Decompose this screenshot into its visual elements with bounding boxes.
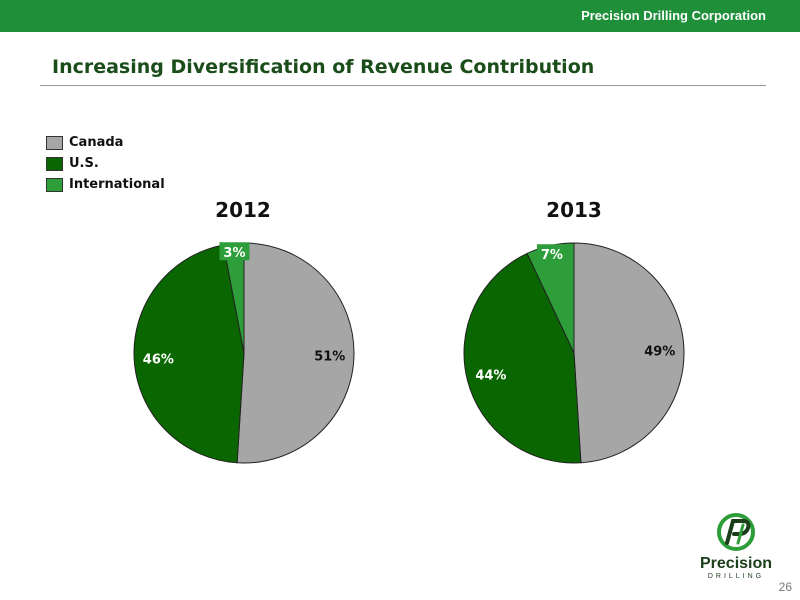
header-bar: Precision Drilling Corporation bbox=[0, 0, 800, 32]
data-label-2013-international: 7% bbox=[541, 248, 563, 263]
pd-logo-icon bbox=[717, 513, 755, 551]
chart-legend: Canada U.S. International bbox=[46, 132, 165, 195]
data-label-2013-us: 44% bbox=[475, 368, 506, 383]
data-label-2012-international: 3% bbox=[223, 246, 245, 261]
pie-slice-2012-canada bbox=[236, 242, 355, 464]
legend-swatch-international bbox=[46, 177, 63, 192]
legend-label: U.S. bbox=[69, 156, 99, 171]
company-logo: Precision DRILLING bbox=[700, 512, 772, 580]
pie-slice-2013-canada bbox=[573, 242, 685, 464]
data-label-2012-canada: 51% bbox=[314, 350, 345, 365]
page-title: Increasing Diversification of Revenue Co… bbox=[52, 56, 595, 78]
legend-item-us: U.S. bbox=[46, 153, 165, 174]
company-name: Precision Drilling Corporation bbox=[581, 8, 766, 23]
legend-item-canada: Canada bbox=[46, 132, 165, 153]
chart-title-2012: 2012 bbox=[215, 198, 271, 222]
logo-subtext: DRILLING bbox=[707, 573, 765, 580]
legend-swatch-canada bbox=[46, 135, 63, 150]
legend-label: International bbox=[69, 177, 165, 192]
data-label-2013-canada: 49% bbox=[644, 344, 675, 359]
title-divider bbox=[40, 85, 766, 86]
legend-item-international: International bbox=[46, 174, 165, 195]
data-label-2012-us: 46% bbox=[143, 352, 174, 367]
pie-slice-2012-us bbox=[133, 244, 245, 464]
legend-label: Canada bbox=[69, 135, 124, 150]
data-label-bg bbox=[219, 242, 250, 261]
logo-wordmark: Precision bbox=[700, 555, 773, 572]
page-number: 26 bbox=[778, 580, 792, 594]
legend-swatch-us bbox=[46, 156, 63, 171]
chart-title-2013: 2013 bbox=[546, 198, 602, 222]
data-label-bg bbox=[536, 244, 567, 263]
